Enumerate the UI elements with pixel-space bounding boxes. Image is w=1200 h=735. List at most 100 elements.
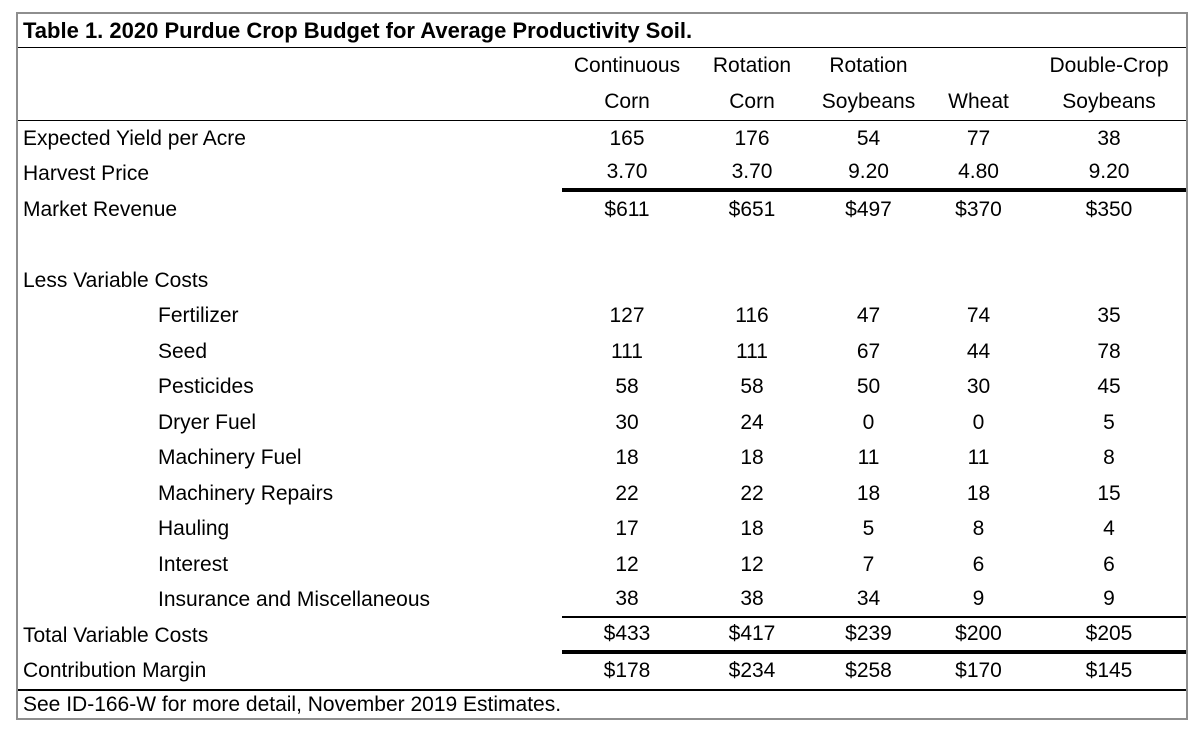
value-cell: $433 [603, 621, 651, 645]
row-label: Machinery Repairs [158, 481, 334, 505]
table-title: Table 1. 2020 Purdue Crop Budget for Ave… [23, 17, 693, 43]
value-cell: 165 [609, 126, 645, 150]
value-cell: 18 [740, 517, 764, 541]
value-cell: 4.80 [958, 160, 999, 184]
value-cell: $145 [1085, 659, 1133, 683]
value-cell: 22 [740, 481, 764, 505]
value-cell: 74 [966, 304, 991, 328]
value-cell: 9.20 [848, 160, 889, 184]
value-cell: $178 [603, 659, 651, 683]
value-cell: 9 [972, 587, 985, 611]
value-cell: 127 [609, 304, 645, 328]
table-footnote-row: See ID-166-W for more detail, November 2… [18, 689, 1186, 718]
value-cell: 12 [615, 552, 639, 576]
value-cell: 3.70 [606, 160, 648, 184]
row-label: Contribution Margin [23, 659, 207, 683]
value-cell: $234 [728, 659, 776, 683]
row-values: 58 58 50 30 45 [562, 370, 1186, 406]
row-values: 17 18 5 8 4 [562, 512, 1186, 548]
column-header-rotation-corn: Rotation Corn [712, 54, 792, 113]
value-cell [812, 263, 925, 299]
table-row: Dryer Fuel 30 24 0 0 5 [18, 405, 1186, 441]
value-cell [562, 228, 692, 264]
value-cell: $370 [955, 197, 1002, 221]
value-cell: 6 [1103, 552, 1115, 576]
value-cell: $651 [728, 197, 776, 221]
value-cell: $239 [845, 621, 892, 645]
value-cell: 30 [966, 375, 991, 399]
table-row: Less Variable Costs [18, 263, 1186, 299]
value-cell: 8 [1103, 446, 1115, 470]
row-values [562, 263, 1186, 299]
table-row: Hauling 17 18 5 8 4 [18, 512, 1186, 548]
value-cell: $258 [845, 659, 892, 683]
table-row: Harvest Price 3.70 3.70 9.20 4.80 9.20 [18, 157, 1186, 192]
value-cell: $497 [845, 197, 892, 221]
row-label: Harvest Price [23, 162, 150, 186]
value-cell [692, 228, 812, 264]
value-cell: 38 [1097, 126, 1121, 150]
value-cell: 176 [734, 126, 770, 150]
table-row: Insurance and Miscellaneous 38 38 34 9 9 [18, 583, 1186, 618]
value-cell: 58 [615, 375, 639, 399]
column-header-double-crop-soybeans: Double-Crop Soybeans [1049, 54, 1169, 113]
value-cell: $417 [728, 621, 776, 645]
value-cell: 45 [1097, 375, 1121, 399]
table-row [18, 228, 1186, 264]
row-label: Expected Yield per Acre [23, 126, 246, 150]
column-header-continuous-corn: Continuous Corn [573, 54, 681, 113]
value-cell [925, 228, 1032, 264]
row-values: $433 $417 $239 $200 $205 [562, 618, 1186, 654]
value-cell: 30 [615, 410, 639, 434]
row-values: $611 $651 $497 $370 $350 [562, 192, 1186, 228]
value-cell [925, 263, 1032, 299]
crop-budget-table: Table 1. 2020 Purdue Crop Budget for Ave… [16, 12, 1188, 720]
value-cell: 24 [740, 410, 764, 434]
value-cell: 11 [967, 446, 990, 470]
table-row: Market Revenue $611 $651 $497 $370 $350 [18, 192, 1186, 228]
row-label [18, 228, 562, 264]
value-cell: 5 [1103, 410, 1115, 434]
table-row: Machinery Repairs 22 22 18 18 15 [18, 476, 1186, 512]
row-values: 22 22 18 18 15 [562, 476, 1186, 512]
value-cell [692, 263, 812, 299]
value-cell: 11 [857, 446, 880, 470]
row-values: 38 38 34 9 9 [562, 583, 1186, 618]
value-cell: 5 [862, 517, 875, 541]
row-label-header [18, 48, 562, 120]
table-row: Contribution Margin $178 $234 $258 $170 $145 [18, 654, 1186, 690]
value-cell: 4 [1103, 517, 1115, 541]
value-cell: 34 [856, 587, 881, 611]
row-label: Interest [158, 552, 229, 576]
value-cell [1032, 263, 1186, 299]
table-row: Seed 111 111 67 44 78 [18, 334, 1186, 370]
value-cell: 18 [615, 446, 639, 470]
row-values: 18 18 11 11 8 [562, 441, 1186, 477]
value-cell: 7 [862, 552, 875, 576]
value-cell: 8 [972, 517, 985, 541]
value-cell: 0 [862, 410, 875, 434]
row-label: Machinery Fuel [158, 446, 302, 470]
row-values: 3.70 3.70 9.20 4.80 9.20 [562, 157, 1186, 192]
value-cell: 18 [856, 481, 881, 505]
row-label: Dryer Fuel [158, 410, 257, 434]
row-values: 127 116 47 74 35 [562, 299, 1186, 335]
row-values: $178 $234 $258 $170 $145 [562, 654, 1186, 690]
value-cell: 50 [856, 375, 881, 399]
table-footnote: See ID-166-W for more detail, November 2… [23, 692, 562, 716]
row-label: Insurance and Miscellaneous [158, 588, 430, 612]
value-cell: 111 [611, 339, 643, 363]
value-cell: 54 [856, 126, 881, 150]
value-cell: 17 [615, 517, 639, 541]
value-cell: 35 [1097, 304, 1121, 328]
value-cell: 9 [1103, 587, 1115, 611]
value-cell: $170 [955, 659, 1002, 683]
value-cell: 22 [615, 481, 639, 505]
column-headers: Continuous Corn Rotation Corn Rotation S… [562, 48, 1186, 120]
value-cell [1032, 228, 1186, 264]
value-cell: 47 [856, 304, 881, 328]
row-values: 111 111 67 44 78 [562, 334, 1186, 370]
row-label: Less Variable Costs [23, 268, 209, 292]
row-label: Market Revenue [23, 197, 178, 221]
table-row: Total Variable Costs $433 $417 $239 $200 $205 [18, 618, 1186, 654]
